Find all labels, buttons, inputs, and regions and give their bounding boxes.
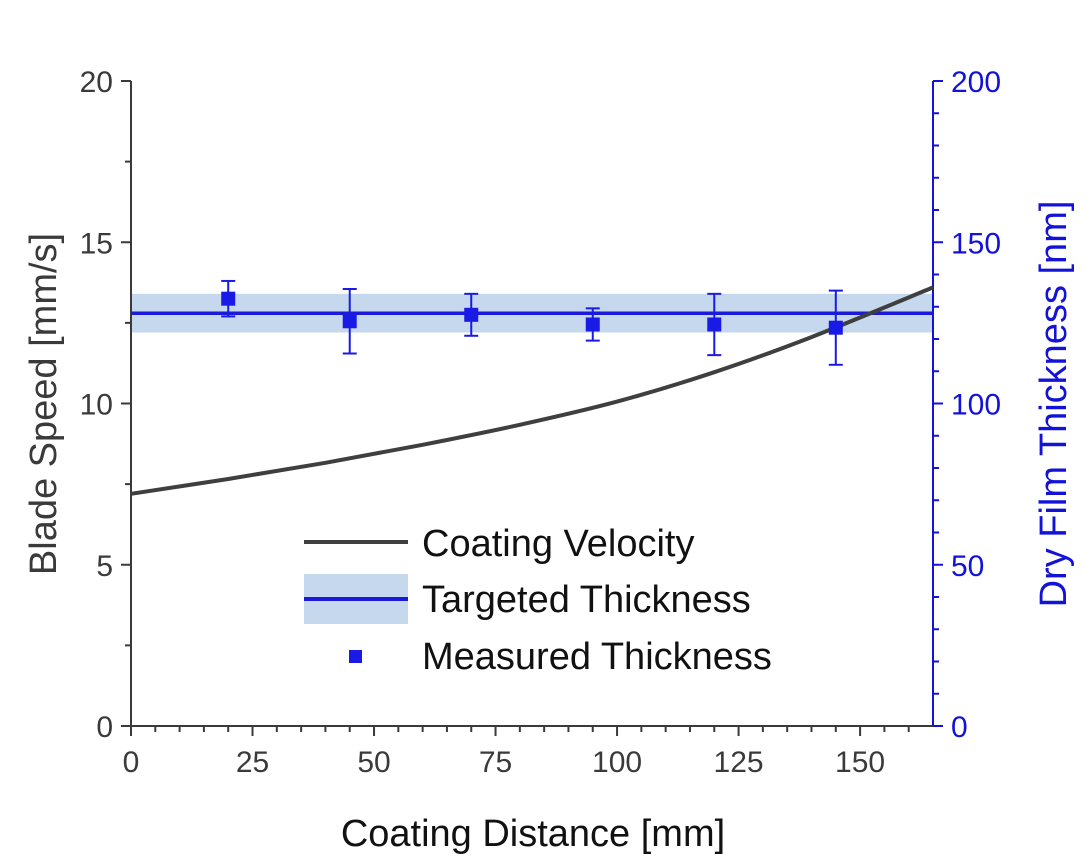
y-right-tick-label: 200	[951, 66, 1001, 99]
legend-label-targeted-thickness: Targeted Thickness	[422, 579, 751, 621]
measured-thickness-point	[707, 317, 722, 332]
y-left-tick-label: 15	[80, 227, 113, 260]
y-right-tick-label: 150	[951, 227, 1001, 260]
legend-symbol-measured-thickness	[349, 650, 362, 663]
measured-thickness-point	[828, 320, 843, 335]
x-tick-label: 0	[123, 746, 140, 779]
legend: Coating Velocity Targeted Thickness Meas…	[304, 523, 772, 678]
x-tick-label: 25	[236, 746, 269, 779]
series-layer	[130, 279, 934, 496]
y-axis-title-right: Dry Film Thickness [nm]	[1033, 201, 1075, 608]
coating-velocity-line	[130, 285, 934, 496]
legend-label-coating-velocity: Coating Velocity	[422, 523, 695, 565]
measured-thickness-point	[221, 291, 236, 306]
y-left-tick-label: 5	[96, 550, 113, 583]
x-tick-label: 75	[479, 746, 512, 779]
y-right-tick-label: 50	[951, 550, 984, 583]
x-tick-label: 125	[714, 746, 764, 779]
measured-thickness-point	[464, 307, 479, 322]
y-left-tick-label: 10	[80, 389, 113, 422]
x-axis-title: Coating Distance [mm]	[341, 813, 725, 855]
x-tick-label: 150	[835, 746, 885, 779]
y-left-tick-label: 0	[96, 711, 113, 744]
measured-thickness-point	[585, 317, 600, 332]
x-tick-label: 50	[357, 746, 390, 779]
y-left-tick-label: 20	[80, 66, 113, 99]
y-right-tick-label: 0	[951, 711, 968, 744]
legend-label-measured-thickness: Measured Thickness	[422, 636, 772, 678]
measured-thickness-point	[342, 314, 357, 329]
y-right-tick-label: 100	[951, 389, 1001, 422]
x-tick-label: 100	[592, 746, 642, 779]
y-axis-title-left: Blade Speed [mm/s]	[23, 233, 65, 575]
